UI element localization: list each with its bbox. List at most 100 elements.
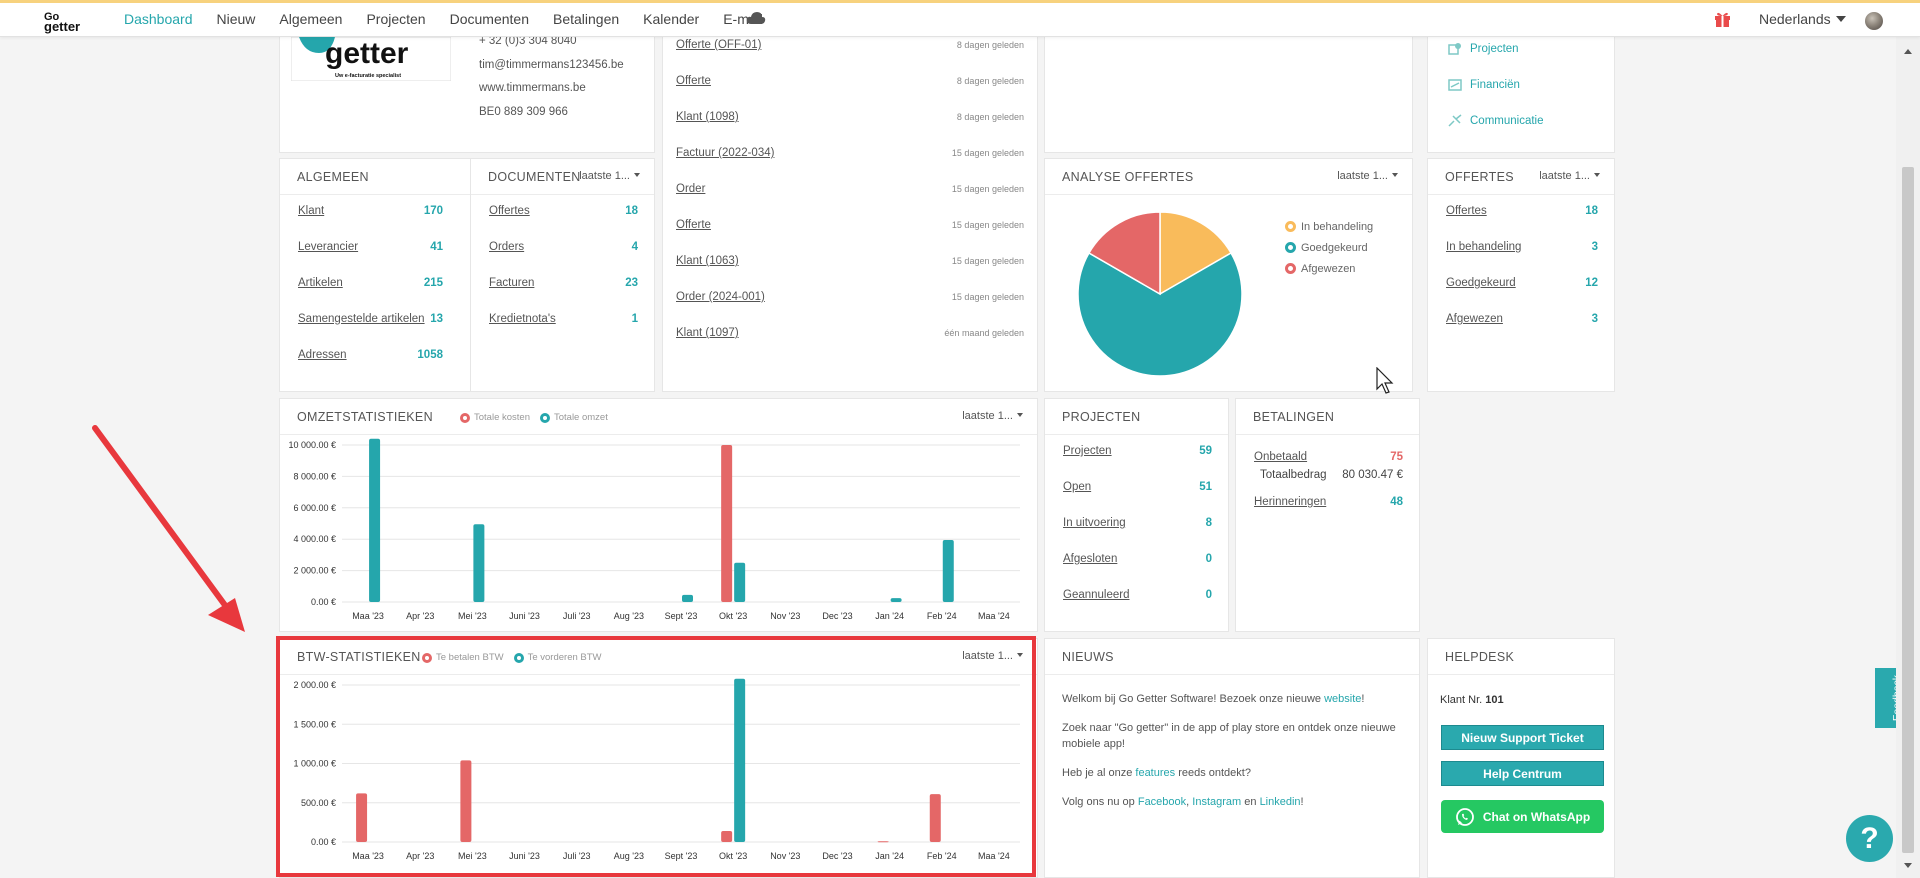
cloud-icon[interactable]: [746, 11, 766, 25]
documenten-link[interactable]: Orders: [489, 241, 525, 253]
bar[interactable]: [929, 794, 941, 842]
algemeen-link[interactable]: Artikelen: [298, 277, 343, 289]
documenten-link[interactable]: Offertes: [489, 205, 530, 217]
gift-icon[interactable]: [1714, 11, 1731, 28]
nav-item-dashboard[interactable]: Dashboard: [124, 11, 193, 27]
algemeen-link[interactable]: Adressen: [298, 349, 347, 361]
legend-item[interactable]: Totale kosten: [460, 412, 530, 423]
pie-slice-afgewezen[interactable]: [1087, 211, 1161, 296]
list-item: Klant 170: [298, 205, 443, 241]
linkedin-link[interactable]: Linkedin: [1259, 796, 1301, 808]
projecten-card: PROJECTEN Projecten 59 Open 51 In uitvoeri…: [1044, 398, 1229, 632]
activity-link[interactable]: Order: [676, 183, 706, 195]
algemeen-link[interactable]: Leverancier: [298, 241, 359, 253]
avatar[interactable]: [1865, 12, 1883, 30]
instagram-link[interactable]: Instagram: [1192, 796, 1242, 808]
unpaid-link[interactable]: Onbetaald: [1254, 451, 1308, 463]
website-link[interactable]: website: [1324, 693, 1362, 705]
documenten-link[interactable]: Kredietnota's: [489, 313, 556, 325]
period-select[interactable]: laatste 1...: [1539, 170, 1600, 182]
pie-slice-goedgekeurd[interactable]: [1077, 251, 1243, 377]
projecten-link[interactable]: Afgesloten: [1063, 553, 1118, 565]
scroll-up-arrow[interactable]: [1904, 49, 1912, 54]
bar[interactable]: [721, 831, 733, 842]
pie-slice-in-behandeling[interactable]: [1159, 211, 1233, 296]
activity-link[interactable]: Klant (1063): [676, 255, 739, 267]
offertes-link[interactable]: Offertes: [1446, 205, 1487, 217]
period-select[interactable]: laatste 1...: [579, 170, 640, 182]
nav-item-betalingen[interactable]: Betalingen: [553, 11, 620, 27]
activity-row: Order 15 dagen geleden: [676, 171, 1024, 207]
offertes-link[interactable]: Afgewezen: [1446, 313, 1503, 325]
projecten-link[interactable]: Open: [1063, 481, 1092, 493]
scrollbar[interactable]: [1896, 37, 1920, 878]
nav-item-documenten[interactable]: Documenten: [449, 11, 529, 27]
go-getter-logo[interactable]: Go getter: [42, 8, 102, 34]
nav-item-projecten[interactable]: Projecten: [366, 11, 426, 27]
whatsapp-chat-button[interactable]: Chat on WhatsApp: [1441, 800, 1604, 833]
scroll-down-arrow[interactable]: [1904, 863, 1912, 868]
bar[interactable]: [460, 760, 472, 842]
language-selector[interactable]: Nederlands: [1759, 11, 1846, 27]
legend-item[interactable]: Afgewezen: [1285, 258, 1373, 279]
activity-link[interactable]: Order (2024-001): [676, 291, 765, 303]
x-tick-label: Okt '23: [719, 611, 747, 621]
quicklink-communicatie[interactable]: Communicatie: [1448, 103, 1544, 139]
y-tick-label: 1 500.00 €: [293, 719, 336, 729]
help-center-button[interactable]: Help Centrum: [1441, 761, 1604, 786]
company-email[interactable]: tim@timmermans123456.be: [479, 58, 624, 71]
period-select[interactable]: laatste 1...: [962, 410, 1023, 422]
period-select[interactable]: laatste 1...: [962, 650, 1023, 662]
bar[interactable]: [682, 594, 693, 602]
betalingen-card: BETALINGEN Onbetaald 75 Totaalbedrag 80 …: [1235, 398, 1420, 632]
projecten-link[interactable]: Projecten: [1063, 445, 1112, 457]
projecten-link[interactable]: Geannuleerd: [1063, 589, 1130, 601]
list-item: Projecten 59: [1063, 445, 1212, 481]
legend-item[interactable]: Te betalen BTW: [422, 652, 504, 663]
nav-item-nieuw[interactable]: Nieuw: [216, 11, 256, 27]
activity-link[interactable]: Klant (1098): [676, 111, 739, 123]
activity-link[interactable]: Factuur (2022-034): [676, 147, 775, 159]
list-item: Orders 4: [489, 241, 638, 277]
features-link[interactable]: features: [1135, 767, 1176, 779]
new-support-ticket-button[interactable]: Nieuw Support Ticket: [1441, 725, 1604, 750]
legend-item[interactable]: In behandeling: [1285, 216, 1373, 237]
activity-link[interactable]: Klant (1097): [676, 327, 739, 339]
activity-link[interactable]: Offerte (OFF-01): [676, 39, 762, 51]
bar[interactable]: [356, 793, 368, 842]
bar[interactable]: [890, 598, 902, 602]
bar[interactable]: [734, 562, 746, 602]
activity-link[interactable]: Offerte: [676, 75, 711, 87]
nav-item-kalender[interactable]: Kalender: [643, 11, 700, 27]
offertes-link[interactable]: In behandeling: [1446, 241, 1522, 253]
card-header: DOCUMENTEN laatste 1...: [471, 159, 654, 195]
bar[interactable]: [721, 445, 733, 602]
quicklink-financien[interactable]: Financiën: [1448, 67, 1544, 103]
quicklink-projecten[interactable]: Projecten: [1448, 31, 1544, 67]
reminders-link[interactable]: Herinneringen: [1254, 496, 1327, 508]
quicklinks-card: Projecten Financiën Communicatie: [1427, 37, 1615, 153]
bar[interactable]: [877, 841, 889, 843]
period-select[interactable]: laatste 1...: [1337, 170, 1398, 182]
activity-link[interactable]: Offerte: [676, 219, 711, 231]
company-website[interactable]: www.timmermans.be: [479, 82, 586, 94]
projecten-link[interactable]: In uitvoering: [1063, 517, 1126, 529]
bar[interactable]: [942, 539, 954, 602]
bar[interactable]: [473, 524, 485, 602]
offertes-link[interactable]: Goedgekeurd: [1446, 277, 1516, 289]
svg-text:Uw e-facturatie specialist: Uw e-facturatie specialist: [335, 73, 401, 79]
algemeen-link[interactable]: Samengestelde artikelen: [298, 313, 425, 325]
bar[interactable]: [369, 438, 381, 602]
legend-item[interactable]: Totale omzet: [539, 412, 608, 423]
nav-item-algemeen[interactable]: Algemeen: [279, 11, 343, 27]
scroll-thumb[interactable]: [1902, 167, 1914, 853]
facebook-link[interactable]: Facebook: [1137, 796, 1187, 808]
legend-item[interactable]: Te vorderen BTW: [513, 652, 602, 663]
bar[interactable]: [734, 678, 746, 842]
news-paragraph: Zoek naar "Go getter" in de app of play …: [1062, 722, 1396, 750]
algemeen-link[interactable]: Klant: [298, 205, 325, 217]
documenten-link[interactable]: Facturen: [489, 277, 535, 289]
legend-item[interactable]: Goedgekeurd: [1285, 237, 1373, 258]
y-tick-label: 8 000.00 €: [293, 471, 336, 481]
help-button[interactable]: ?: [1846, 815, 1893, 862]
